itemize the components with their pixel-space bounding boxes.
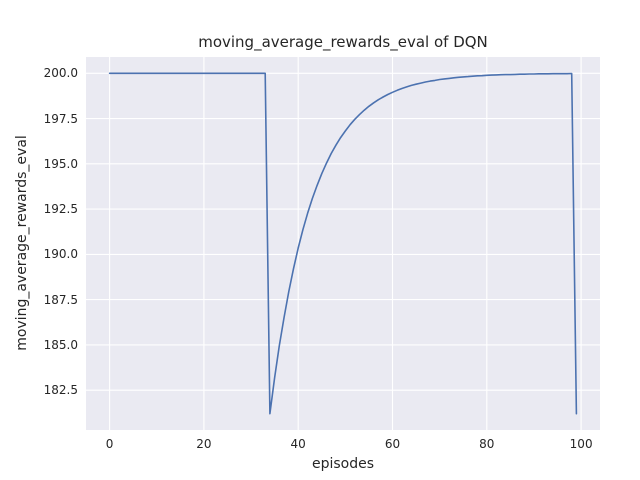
x-tick-label: 100	[569, 437, 593, 451]
plot-svg	[86, 57, 600, 430]
y-tick-label: 190.0	[43, 247, 78, 262]
y-tick-label: 197.5	[43, 111, 78, 126]
x-tick-label: 80	[479, 437, 495, 451]
y-tick-label: 200.0	[43, 66, 78, 81]
y-tick-label: 185.0	[43, 337, 78, 352]
x-tick-label: 40	[290, 437, 306, 451]
y-tick-label: 187.5	[43, 292, 78, 307]
y-tick-label: 192.5	[43, 202, 78, 217]
x-tick-label: 20	[196, 437, 212, 451]
x-tick-label: 60	[384, 437, 401, 451]
data-line	[108, 72, 578, 415]
x-axis-label: episodes	[311, 456, 375, 472]
y-axis-label: moving_average_rewards_eval	[14, 135, 30, 351]
x-tick-label: 0	[105, 437, 114, 451]
y-tick-label: 182.5	[43, 383, 78, 398]
plot-area	[86, 57, 600, 430]
chart-title: moving_average_rewards_eval of DQN	[198, 33, 488, 51]
y-tick-label: 195.0	[43, 156, 78, 171]
